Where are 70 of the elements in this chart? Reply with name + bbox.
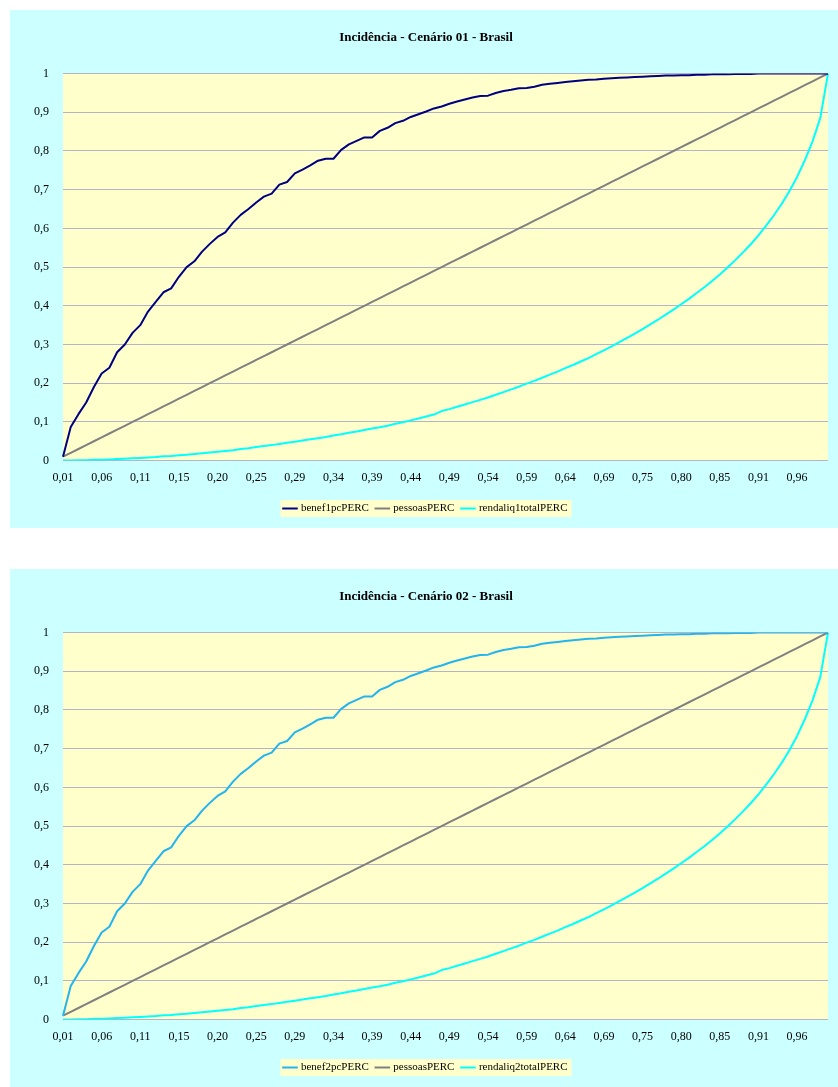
y-tick-label: 0,2 [34, 375, 49, 390]
x-tick-label: 0,75 [632, 469, 654, 484]
x-tick-label: 0,59 [516, 469, 538, 484]
legend-label: pessoasPERC [393, 501, 455, 514]
y-tick-label: 0,2 [34, 934, 49, 949]
x-tick-label: 0,64 [554, 469, 576, 484]
y-tick-label: 0,7 [34, 181, 49, 196]
x-tick-label: 0,49 [438, 469, 460, 484]
legend-label: benef1pcPERC [300, 501, 369, 514]
x-tick-label: 0,34 [322, 1028, 344, 1043]
y-tick-label: 0,9 [34, 104, 49, 119]
x-tick-label: 0,44 [400, 1028, 422, 1043]
legend-label: rendaliq1totalPERC [478, 501, 568, 514]
x-tick-label: 0,34 [322, 469, 344, 484]
x-tick-label: 0,25 [245, 1028, 267, 1043]
x-tick-label: 0,29 [284, 469, 306, 484]
y-tick-label: 0,6 [34, 220, 49, 235]
x-tick-label: 0,49 [438, 1028, 460, 1043]
x-tick-label: 0,15 [168, 1028, 190, 1043]
x-tick-label: 0,15 [168, 469, 190, 484]
y-tick-label: 0,3 [34, 895, 49, 910]
y-tick-label: 1 [43, 65, 49, 80]
legend-label: pessoasPERC [393, 1060, 455, 1073]
y-tick-label: 0,5 [34, 259, 49, 274]
x-tick-label: 0,20 [207, 1028, 229, 1043]
x-tick-label: 0,54 [477, 1028, 499, 1043]
x-tick-label: 0,75 [632, 1028, 654, 1043]
x-tick-label: 0,39 [361, 1028, 383, 1043]
y-tick-label: 0,5 [34, 818, 49, 833]
y-tick-label: 0,1 [34, 414, 49, 429]
x-tick-label: 0,06 [91, 1028, 113, 1043]
y-tick-label: 0,9 [34, 663, 49, 678]
y-tick-label: 0,6 [34, 779, 49, 794]
chart-title: Incidência - Cenário 01 - Brasil [339, 29, 514, 45]
chart-title: Incidência - Cenário 02 - Brasil [339, 588, 514, 604]
x-tick-label: 0,01 [52, 1028, 74, 1043]
y-tick-label: 0 [43, 452, 49, 467]
x-tick-label: 0,20 [207, 469, 229, 484]
x-tick-label: 0,06 [91, 469, 113, 484]
x-tick-label: 0,44 [400, 469, 422, 484]
y-tick-label: 0,4 [34, 856, 49, 871]
x-tick-label: 0,01 [52, 469, 74, 484]
legend-label: benef2pcPERC [300, 1060, 369, 1073]
x-tick-label: 0,91 [747, 469, 769, 484]
x-tick-label: 0,11 [129, 1028, 151, 1043]
y-tick-label: 1 [43, 624, 49, 639]
x-tick-label: 0,29 [284, 1028, 306, 1043]
y-tick-label: 0,8 [34, 702, 49, 717]
x-tick-label: 0,80 [670, 1028, 692, 1043]
x-tick-label: 0,59 [516, 1028, 538, 1043]
x-tick-label: 0,96 [786, 1028, 808, 1043]
x-tick-label: 0,85 [709, 469, 731, 484]
x-tick-label: 0,91 [747, 1028, 769, 1043]
y-tick-label: 0,7 [34, 740, 49, 755]
x-tick-label: 0,80 [670, 469, 692, 484]
legend-label: rendaliq2totalPERC [478, 1060, 568, 1073]
x-tick-label: 0,69 [593, 469, 615, 484]
x-tick-label: 0,39 [361, 469, 383, 484]
x-tick-label: 0,11 [129, 469, 151, 484]
x-tick-label: 0,54 [477, 469, 499, 484]
y-tick-label: 0,1 [34, 973, 49, 988]
x-tick-label: 0,96 [786, 469, 808, 484]
y-tick-label: 0,8 [34, 143, 49, 158]
x-tick-label: 0,64 [554, 1028, 576, 1043]
y-tick-label: 0 [43, 1011, 49, 1026]
y-tick-label: 0,4 [34, 297, 49, 312]
x-tick-label: 0,69 [593, 1028, 615, 1043]
y-tick-label: 0,3 [34, 336, 49, 351]
x-tick-label: 0,85 [709, 1028, 731, 1043]
x-tick-label: 0,25 [245, 469, 267, 484]
